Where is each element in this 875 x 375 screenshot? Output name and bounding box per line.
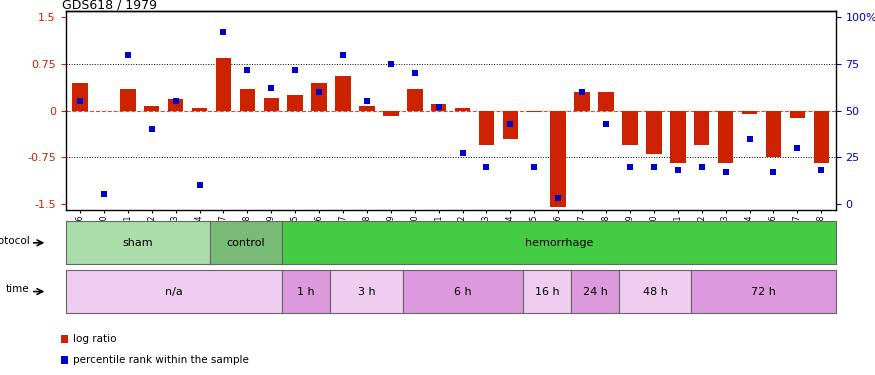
Bar (407, 89, 423, 111)
Text: protocol: protocol (0, 236, 30, 246)
Text: n/a: n/a (165, 286, 183, 297)
Bar (144, 106, 159, 111)
Text: 24 h: 24 h (583, 286, 607, 297)
Bar (215, 58, 231, 111)
Bar (455, 108, 471, 111)
Text: GDS618 / 1979: GDS618 / 1979 (62, 0, 157, 11)
Text: 48 h: 48 h (643, 286, 668, 297)
Text: 1 h: 1 h (298, 286, 315, 297)
Text: 3 h: 3 h (358, 286, 375, 297)
Bar (742, 111, 757, 114)
Text: 6 h: 6 h (454, 286, 472, 297)
Bar (550, 111, 566, 207)
Bar (430, 104, 446, 111)
Bar (502, 111, 518, 139)
Bar (598, 92, 614, 111)
Bar (240, 89, 256, 111)
Bar (192, 108, 207, 111)
Bar (263, 98, 279, 111)
Bar (287, 95, 303, 111)
Text: percentile rank within the sample: percentile rank within the sample (73, 355, 248, 365)
Bar (479, 111, 494, 145)
Bar (814, 111, 829, 164)
Text: time: time (6, 284, 30, 294)
Bar (527, 111, 542, 112)
Bar (168, 99, 184, 111)
Bar (789, 111, 805, 118)
Bar (574, 92, 590, 111)
Text: sham: sham (123, 238, 153, 248)
Bar (766, 111, 781, 157)
Bar (312, 82, 327, 111)
Bar (694, 111, 710, 145)
Bar (359, 106, 374, 111)
Bar (646, 111, 662, 154)
Bar (383, 111, 399, 116)
Bar (73, 82, 88, 111)
Text: 16 h: 16 h (535, 286, 559, 297)
Text: log ratio: log ratio (73, 334, 116, 344)
Bar (622, 111, 638, 145)
Bar (670, 111, 686, 164)
Text: hemorrhage: hemorrhage (525, 238, 593, 248)
Text: control: control (227, 238, 265, 248)
Bar (335, 76, 351, 111)
Bar (120, 89, 136, 111)
Bar (718, 111, 733, 164)
Text: 72 h: 72 h (751, 286, 776, 297)
